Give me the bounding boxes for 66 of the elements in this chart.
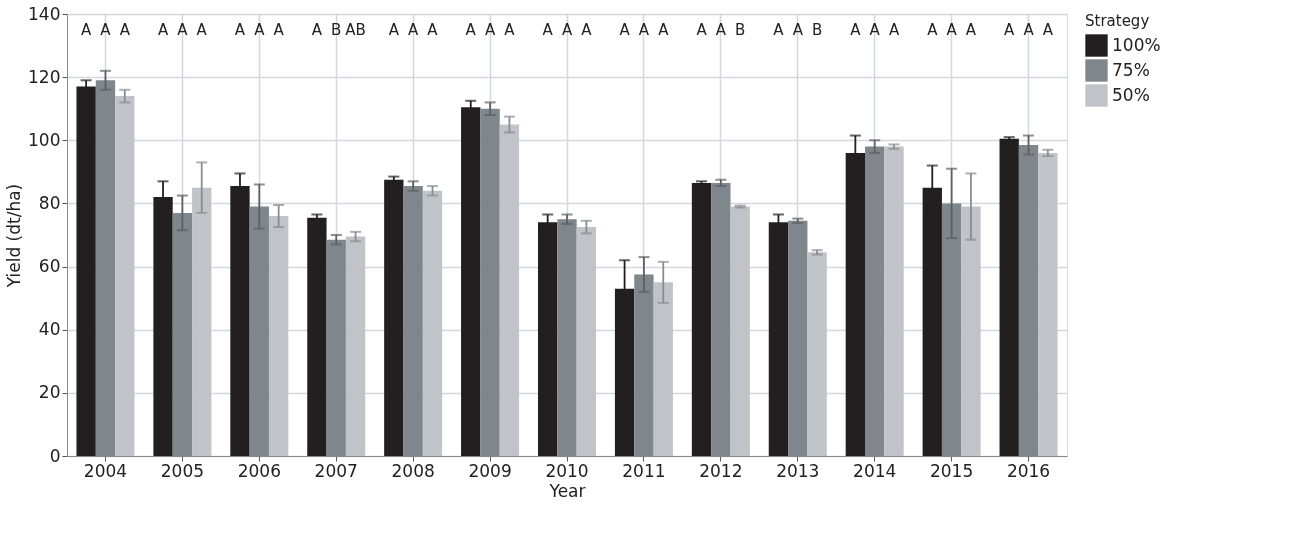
annotation: A — [869, 21, 881, 39]
annotation: A — [119, 21, 131, 39]
annotation: A — [388, 21, 400, 39]
y-axis-title: Yield (dt/ha) — [4, 183, 25, 289]
x-tick-label: 2011 — [622, 460, 666, 481]
x-tick-label: 2007 — [314, 460, 358, 481]
annotation: A — [619, 21, 631, 39]
annotation: A — [715, 21, 727, 39]
annotation: A — [177, 21, 189, 39]
annotation: A — [100, 21, 112, 39]
annotation: A — [581, 21, 593, 39]
annotation: A — [80, 21, 92, 39]
annotation: A — [1004, 21, 1016, 39]
annotation: A — [234, 21, 246, 39]
annotation: AB — [345, 21, 366, 39]
annotation: B — [811, 21, 823, 39]
legend-title: Strategy — [1085, 12, 1150, 30]
annotation: A — [465, 21, 477, 39]
annotation: A — [427, 21, 439, 39]
y-tick-label: 80 — [38, 192, 61, 213]
y-tick-label: 100 — [28, 129, 61, 150]
y-tick-label: 40 — [38, 319, 61, 340]
annotation: A — [696, 21, 708, 39]
x-axis-title: Year — [548, 480, 586, 501]
y-tick-label: 140 — [28, 3, 61, 24]
x-tick-label: 2010 — [545, 460, 589, 481]
legend-label: 75% — [1112, 59, 1150, 80]
x-tick-label: 2016 — [1006, 460, 1051, 481]
annotation: A — [542, 21, 554, 39]
annotation: A — [157, 21, 169, 39]
annotation: A — [888, 21, 900, 39]
annotation: A — [311, 21, 323, 39]
annotation: A — [773, 21, 785, 39]
x-tick-label: 2012 — [699, 460, 743, 481]
annotation: B — [331, 21, 342, 39]
annotation: A — [1023, 21, 1035, 39]
annotation: A — [850, 21, 862, 39]
legend-label: 100% — [1112, 34, 1161, 55]
annotation: A — [927, 21, 939, 39]
x-tick-label: 2006 — [237, 460, 281, 481]
annotation: A — [254, 21, 266, 39]
y-tick-label: 60 — [38, 256, 61, 277]
legend-label: 50% — [1112, 84, 1150, 105]
annotation: A — [196, 21, 208, 39]
x-tick-label: 2009 — [468, 460, 512, 481]
y-tick-label: 20 — [38, 382, 61, 403]
annotation: A — [965, 21, 977, 39]
annotation: A — [946, 21, 958, 39]
annotation: A — [504, 21, 516, 39]
y-tick-label: 120 — [28, 66, 61, 87]
annotation: A — [561, 21, 573, 39]
x-tick-label: 2004 — [83, 460, 128, 481]
annotation: A — [792, 21, 804, 39]
annotation: A — [408, 21, 420, 39]
x-tick-label: 2013 — [776, 460, 820, 481]
annotation: B — [735, 21, 746, 39]
x-tick-label: 2008 — [391, 460, 435, 481]
annotation: A — [484, 21, 496, 39]
annotation: A — [273, 21, 285, 39]
annotation: A — [638, 21, 650, 39]
x-tick-label: 2015 — [929, 460, 974, 481]
annotation: A — [658, 21, 670, 39]
x-tick-label: 2005 — [160, 460, 205, 481]
x-tick-label: 2014 — [853, 460, 897, 481]
annotation: A — [1042, 21, 1054, 39]
y-tick-label: 0 — [49, 445, 61, 466]
